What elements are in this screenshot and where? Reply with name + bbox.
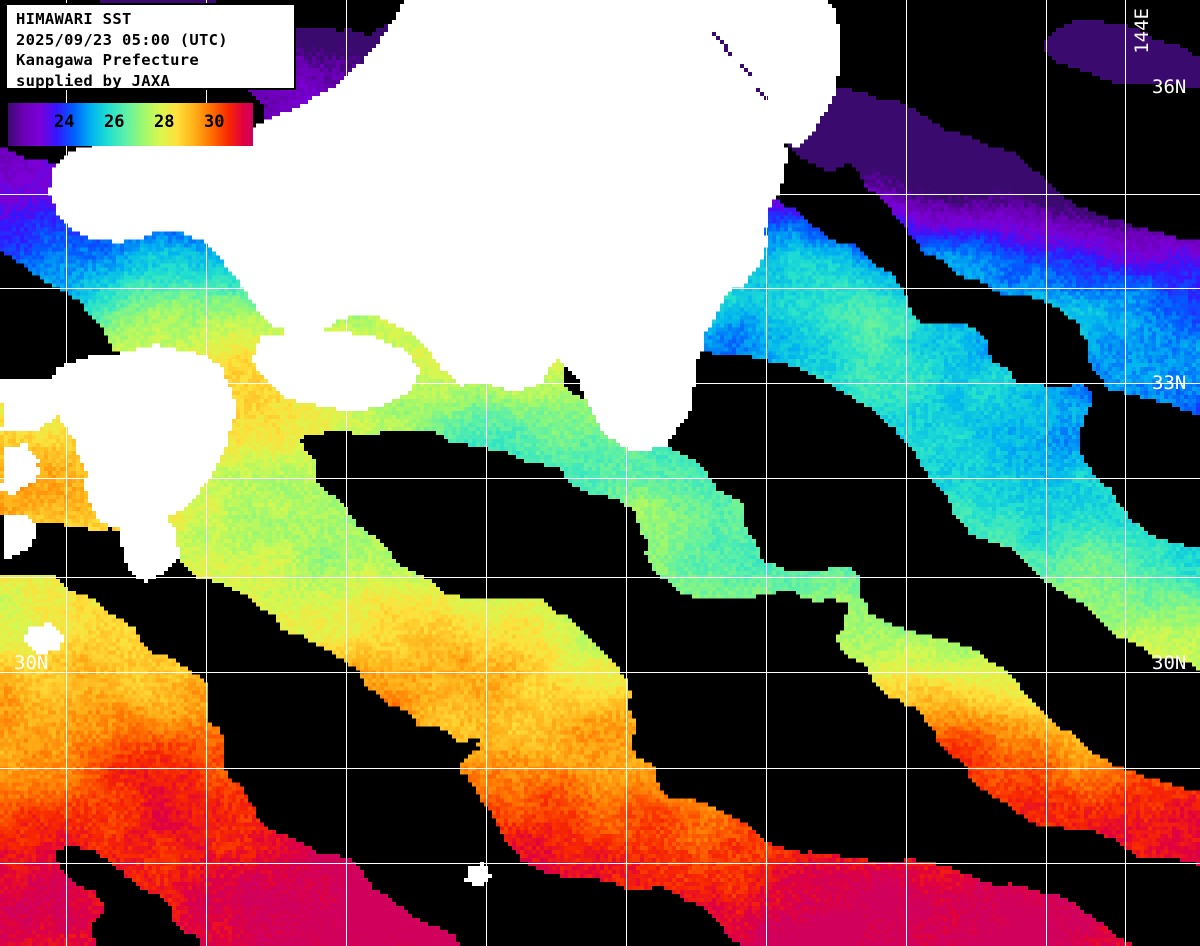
title-line-source: supplied by JAXA bbox=[16, 71, 171, 90]
colorbar-tick-26: 26 bbox=[104, 112, 125, 132]
title-box: HIMAWARI SST 2025/09/23 05:00 (UTC) Kana… bbox=[5, 3, 296, 90]
colorbar-tick-30: 30 bbox=[204, 112, 225, 132]
title-line-region: Kanagawa Prefecture bbox=[16, 51, 200, 69]
colorbar-gradient bbox=[8, 103, 253, 146]
title-line-product: HIMAWARI SST bbox=[16, 10, 132, 28]
colorbar-tick-24: 24 bbox=[54, 112, 75, 132]
title-line-datetime: 2025/09/23 05:00 (UTC) bbox=[16, 30, 228, 49]
colorbar-tick-28: 28 bbox=[154, 112, 175, 132]
temperature-colorbar: 24 26 28 30 bbox=[8, 103, 253, 146]
